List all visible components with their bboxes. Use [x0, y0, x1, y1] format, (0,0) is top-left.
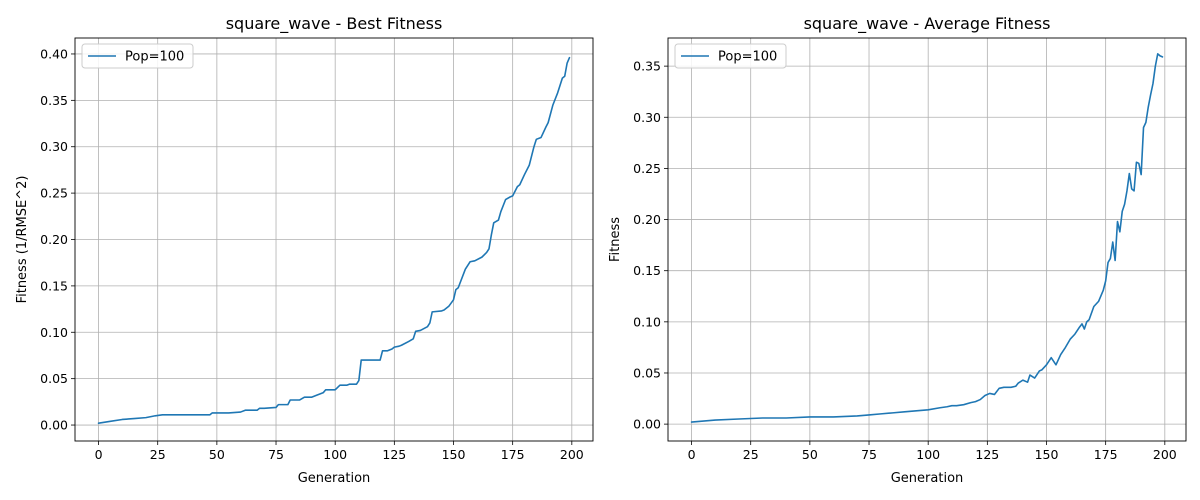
- chart-1-y-tick-label-0: 0.00: [633, 417, 661, 432]
- chart-1-x-tick-label-6: 150: [1035, 447, 1059, 462]
- chart-0-x-tick-label-2: 50: [209, 447, 225, 462]
- chart-1-x-tick-label-4: 100: [916, 447, 940, 462]
- chart-0-y-tick-label-5: 0.25: [40, 186, 68, 201]
- chart-0-y-tick-label-7: 0.35: [40, 93, 68, 108]
- chart-1-title: square_wave - Average Fitness: [804, 14, 1051, 34]
- chart-1-x-tick-label-2: 50: [802, 447, 818, 462]
- chart-1-x-tick-label-7: 175: [1094, 447, 1118, 462]
- chart-1-legend: Pop=100: [674, 43, 787, 69]
- chart-1-x-tick-label-3: 75: [861, 447, 877, 462]
- chart-0-y-tick-label-6: 0.30: [40, 139, 68, 154]
- chart-1-legend-label-0: Pop=100: [718, 50, 777, 65]
- chart-1-x-tick-label-5: 125: [975, 447, 999, 462]
- chart-1-x-tick-label-8: 200: [1153, 447, 1177, 462]
- chart-1-y-tick-label-1: 0.05: [633, 365, 661, 380]
- average-fitness-chart: 0 25 50 75 100 125 150 175 200 0.00 0.05 0.10 0.15 0.…: [608, 14, 1187, 486]
- chart-0-x-tick-label-7: 175: [501, 447, 525, 462]
- chart-0-series-line-0: [97, 56, 571, 424]
- chart-0-y-tick-label-8: 0.40: [40, 46, 68, 61]
- best-fitness-chart: 0 25 50 75 100 125 150 175 200 0.00 0.05 0.10 0.15 0.…: [15, 14, 594, 486]
- chart-1-axes-frame: [667, 37, 1187, 442]
- chart-0-y-tick-label-0: 0.00: [40, 418, 68, 433]
- chart-0-legend: Pop=100: [81, 43, 194, 69]
- chart-0-y-axis-label: Fitness (1/RMSE^2): [15, 176, 30, 304]
- chart-1-y-tick-label-3: 0.15: [633, 263, 661, 278]
- chart-0-y-tick-label-1: 0.05: [40, 371, 68, 386]
- chart-1-y-axis-label: Fitness: [608, 217, 623, 262]
- chart-0-x-tick-label-8: 200: [560, 447, 584, 462]
- chart-0-y-tick-label-4: 0.20: [40, 232, 68, 247]
- chart-1-y-tick-label-6: 0.30: [633, 110, 661, 125]
- chart-1-x-tick-label-1: 25: [743, 447, 759, 462]
- chart-0-x-tick-label-5: 125: [382, 447, 406, 462]
- chart-1-x-tick-label-0: 0: [688, 447, 696, 462]
- chart-0-x-tick-label-4: 100: [323, 447, 347, 462]
- chart-0-legend-box: [81, 43, 194, 69]
- chart-1-y-tick-label-7: 0.35: [633, 59, 661, 74]
- chart-0-axes-frame: [74, 37, 594, 442]
- chart-0-x-tick-label-3: 75: [268, 447, 284, 462]
- chart-0-x-axis-label: Generation: [298, 471, 371, 486]
- chart-1-y-tick-label-5: 0.25: [633, 161, 661, 176]
- chart-1-legend-box: [674, 43, 787, 69]
- chart-0-y-tick-label-2: 0.10: [40, 325, 68, 340]
- chart-1-y-tick-label-2: 0.10: [633, 314, 661, 329]
- chart-0-x-tick-label-0: 0: [95, 447, 103, 462]
- chart-0-x-tick-label-6: 150: [442, 447, 466, 462]
- chart-1-y-tick-label-4: 0.20: [633, 212, 661, 227]
- chart-0-legend-label-0: Pop=100: [125, 50, 184, 65]
- chart-1-x-axis-label: Generation: [891, 471, 964, 486]
- chart-0-x-tick-label-1: 25: [150, 447, 166, 462]
- chart-1-series-line-0: [690, 53, 1164, 423]
- chart-0-y-tick-label-3: 0.15: [40, 278, 68, 293]
- chart-0-title: square_wave - Best Fitness: [226, 14, 443, 34]
